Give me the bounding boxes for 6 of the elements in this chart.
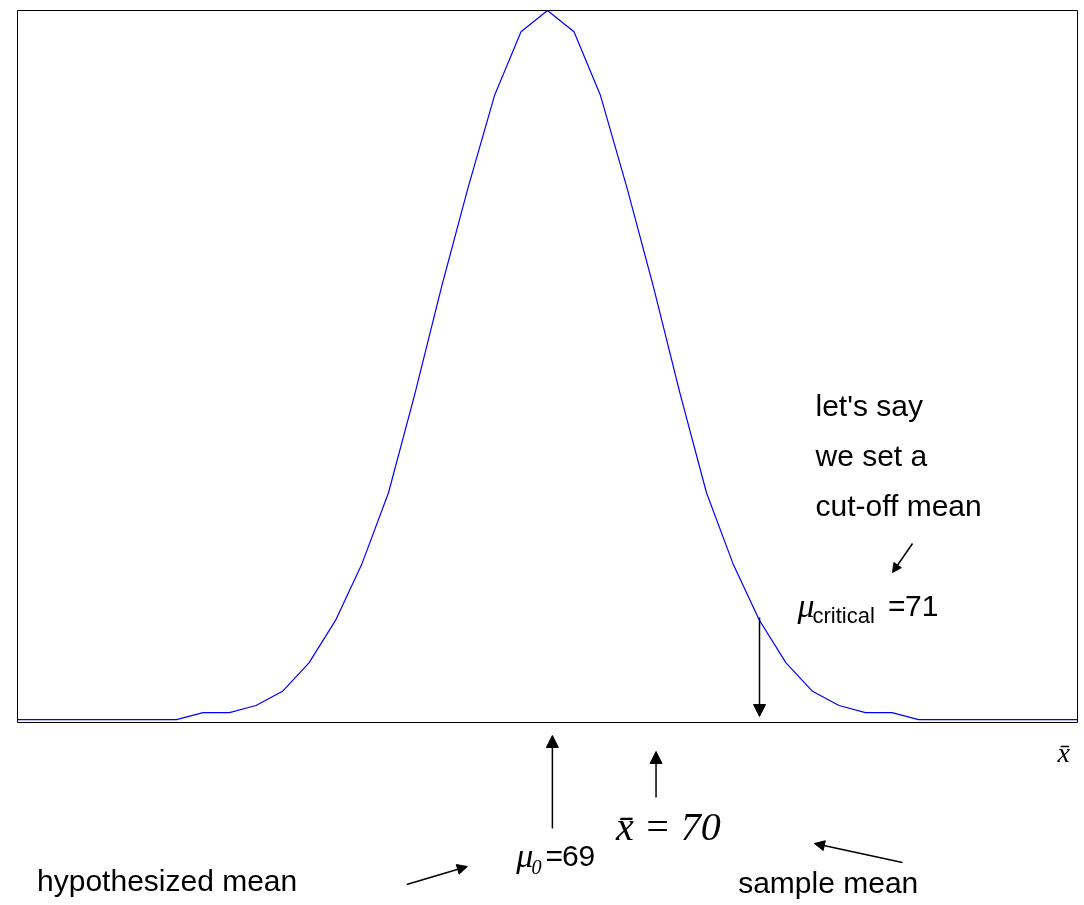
text: μ₀=69 [515, 837, 596, 874]
text: sample mean [738, 866, 919, 899]
x-axis-title: x̄ [1056, 737, 1071, 768]
text: x̄ = 70 [614, 804, 721, 849]
annotation: let's say we set a cut-off mean [814, 389, 982, 522]
text: hypothesized mean [37, 864, 298, 897]
